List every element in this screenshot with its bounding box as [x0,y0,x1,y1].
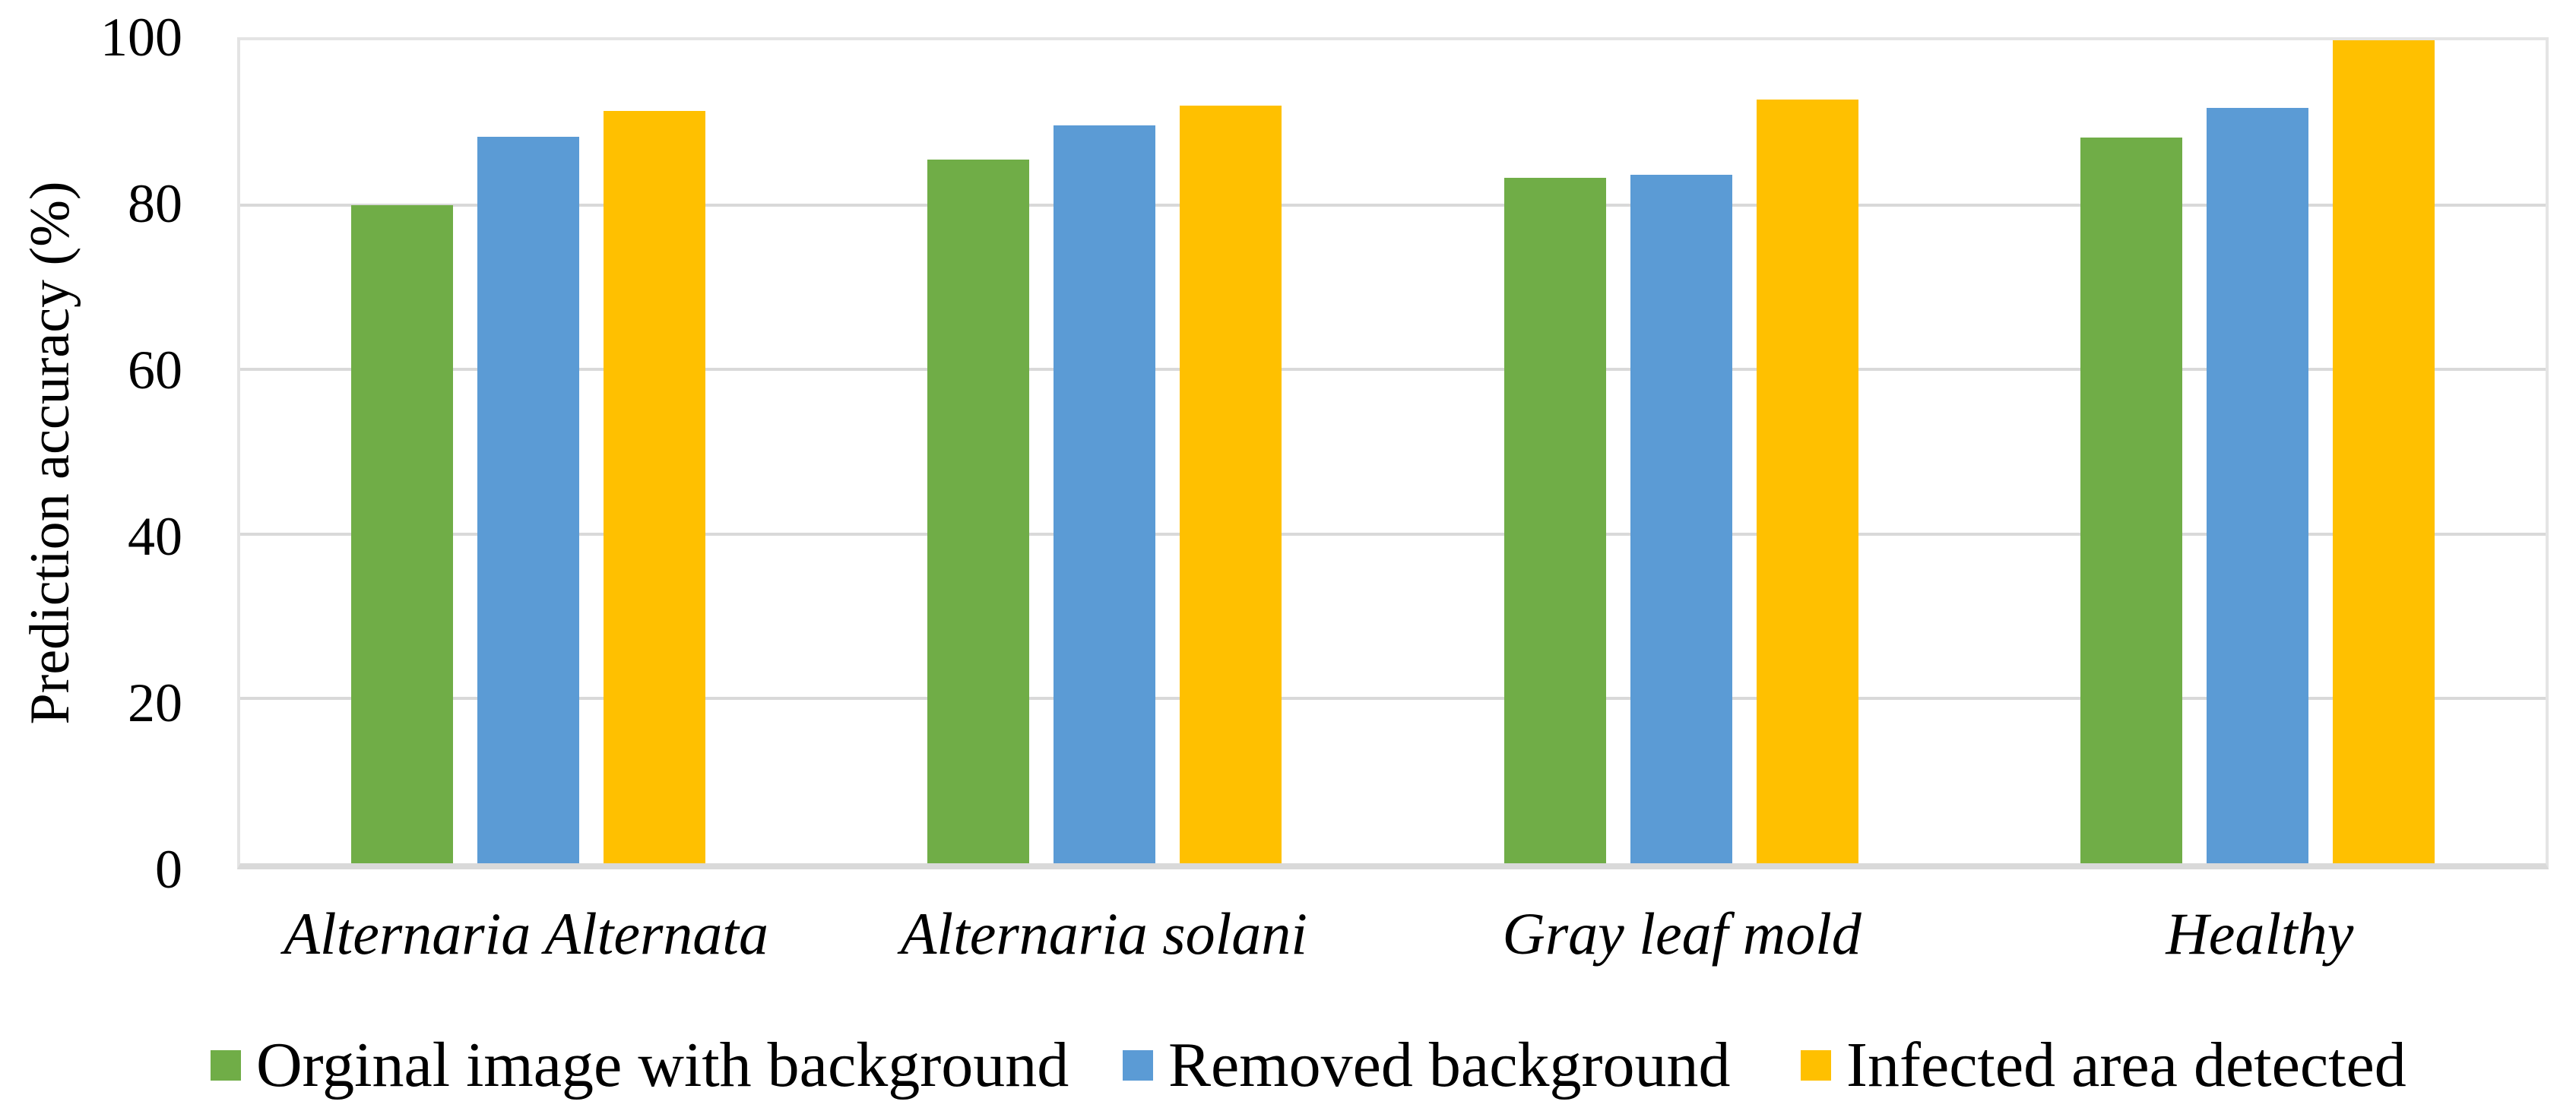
x-category-label-3: Gray leaf mold [1502,901,1862,967]
y-tick-label-100: 100 [100,7,182,68]
bar-series1-cat1 [351,204,454,863]
bar-series2-cat1 [477,136,580,863]
bar-series2-cat4 [2206,107,2308,863]
y-tick-label-20: 20 [128,673,182,733]
y-tick-label-60: 60 [128,340,182,400]
y-axis-title: Prediction accuracy (%) [19,181,81,725]
legend-swatch-icon [1801,1050,1831,1081]
x-category-label-1: Alternaria Alternata [284,901,768,967]
x-category-label-2: Alternaria solani [900,901,1307,967]
y-tick-label-40: 40 [128,506,182,567]
bar-series2-cat2 [1054,125,1156,863]
legend-item-1: Orginal image with background [211,1033,1069,1097]
legend-swatch-icon [211,1050,241,1081]
legend-swatch-icon [1123,1050,1153,1081]
x-category-label-4: Healthy [2166,901,2354,967]
bar-series3-cat2 [1180,105,1282,863]
y-tick-label-80: 80 [128,173,182,234]
bar-series1-cat4 [2080,137,2182,863]
legend-item-2: Removed background [1123,1033,1730,1097]
gridline-20 [240,697,2546,701]
bar-series3-cat4 [2332,40,2435,863]
bar-series3-cat3 [1756,99,1858,863]
legend-label: Orginal image with background [256,1030,1069,1100]
y-tick-label-0: 0 [155,839,182,900]
legend-label: Infected area detected [1846,1030,2406,1100]
legend-item-3: Infected area detected [1801,1033,2406,1097]
gridline-80 [240,203,2546,207]
gridline-40 [240,532,2546,536]
plot-area [237,37,2549,869]
gridline-60 [240,368,2546,372]
bar-series1-cat2 [927,160,1030,863]
bar-series3-cat1 [604,111,706,863]
bar-series1-cat3 [1503,177,1606,863]
legend-label: Removed background [1168,1030,1731,1100]
bar-series2-cat3 [1630,174,1732,863]
